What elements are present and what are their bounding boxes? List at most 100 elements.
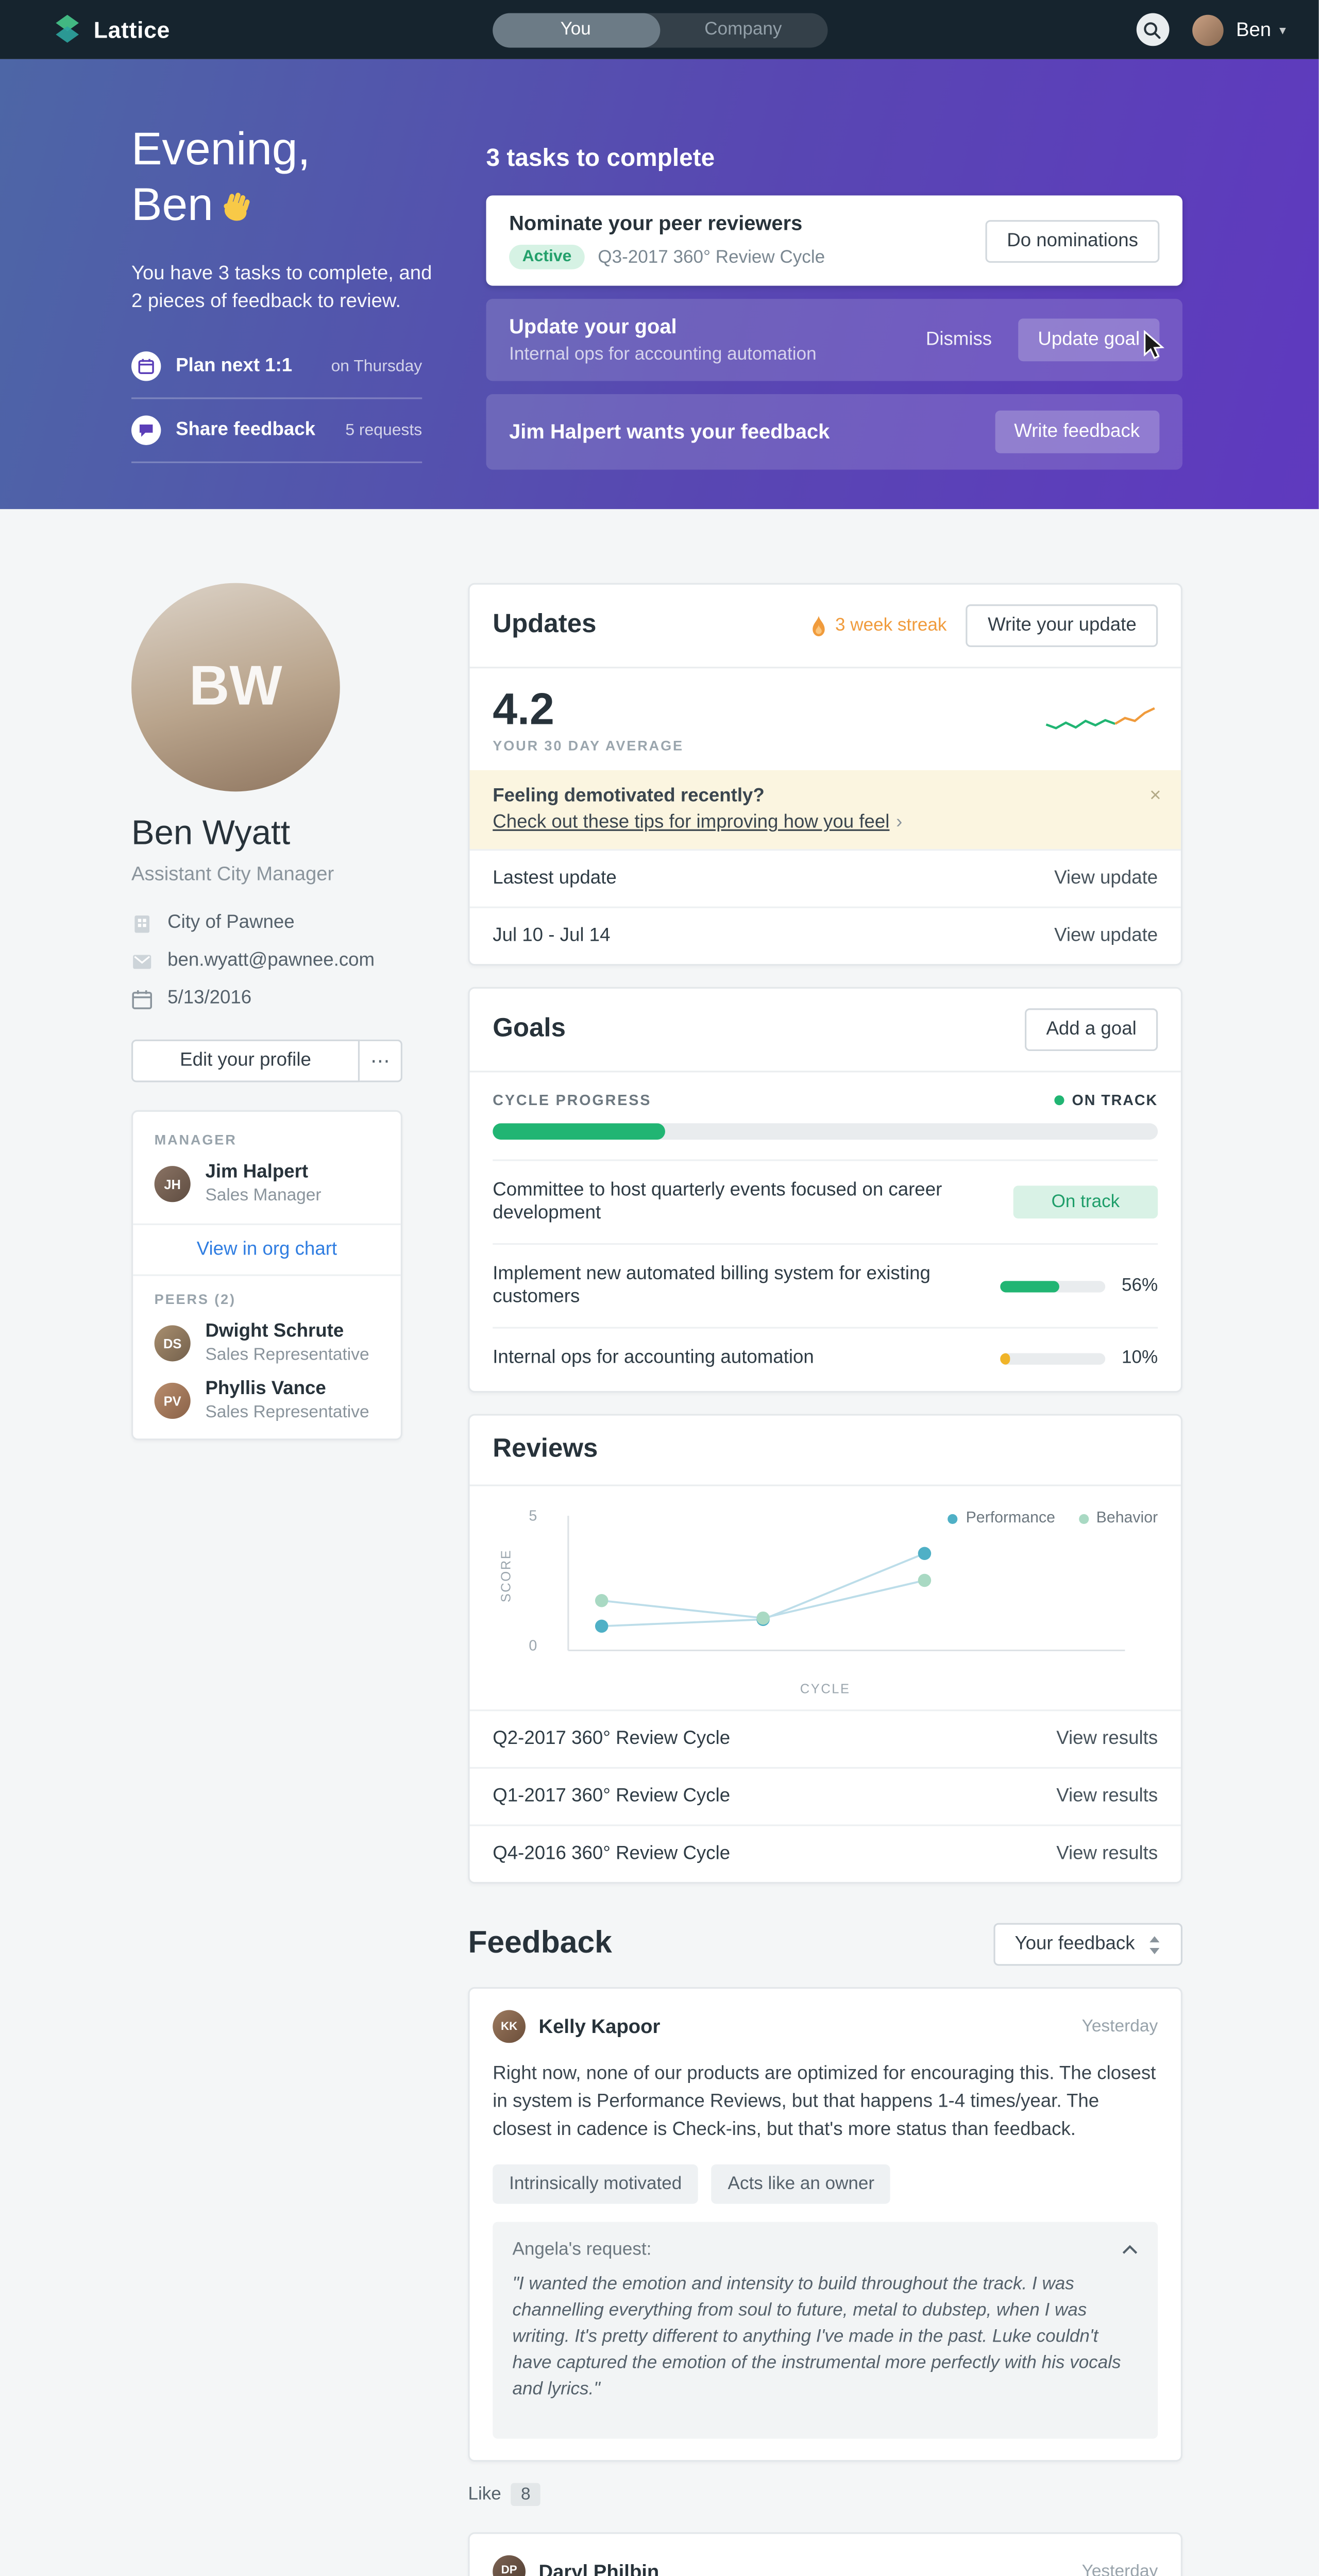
goal-row[interactable]: Internal ops for accounting automation 1… <box>493 1327 1158 1388</box>
update-row-label: Jul 10 - Jul 14 <box>493 926 611 946</box>
company-name: City of Pawnee <box>167 913 295 933</box>
dismiss-link[interactable]: Dismiss <box>925 330 992 350</box>
feedback-author: Daryl Philbin <box>538 2559 660 2576</box>
edit-profile-button[interactable]: Edit your profile <box>131 1039 360 1082</box>
greeting-line2: Ben <box>131 179 213 230</box>
view-org-chart-link[interactable]: View in org chart <box>133 1223 401 1276</box>
quick-link-plan-1on1[interactable]: Plan next 1:1 on Thursday <box>131 335 422 399</box>
goals-title: Goals <box>493 1014 566 1043</box>
x-axis-label: CYCLE <box>800 1682 851 1697</box>
y-tick-max: 5 <box>529 1507 537 1524</box>
score-sparkline-chart <box>1045 706 1155 729</box>
update-row: Lastest update View update <box>469 849 1181 907</box>
goal-text: Implement new automated billing system f… <box>493 1264 931 1308</box>
review-cycle-row: Q1-2017 360° Review Cycle View results <box>469 1767 1181 1825</box>
quick-link-share-feedback[interactable]: Share feedback 5 requests <box>131 399 422 463</box>
request-quote-box: Angela's request: "I wanted the emotion … <box>493 2221 1158 2438</box>
write-feedback-button[interactable]: Write feedback <box>994 410 1160 453</box>
hero-banner: Evening, Ben You have 3 tasks to complet… <box>0 59 1319 510</box>
close-icon[interactable]: × <box>1149 783 1161 807</box>
view-update-link[interactable]: View update <box>1054 926 1158 946</box>
start-date: 5/13/2016 <box>167 988 252 1009</box>
updates-title: Updates <box>493 611 597 639</box>
goal-progress-fill <box>1000 1280 1059 1292</box>
calendar-icon <box>131 987 155 1010</box>
add-goal-button[interactable]: Add a goal <box>1025 1008 1158 1051</box>
user-avatar[interactable] <box>1191 14 1223 45</box>
tips-link[interactable]: Check out these tips for improving how y… <box>493 813 1158 833</box>
user-name[interactable]: Ben <box>1236 18 1272 41</box>
feedback-filter-dropdown[interactable]: Your feedback <box>993 1923 1182 1966</box>
task-title: Update your goal <box>509 315 677 338</box>
goal-row[interactable]: Committee to host quarterly events focus… <box>493 1159 1158 1243</box>
person-title: Sales Representative <box>205 1402 369 1422</box>
manager-label: MANAGER <box>154 1131 237 1148</box>
view-update-link[interactable]: View update <box>1054 869 1158 889</box>
person-title: Sales Representative <box>205 1345 369 1365</box>
lattice-logo-icon[interactable] <box>54 14 80 44</box>
update-goal-button[interactable]: Update goal <box>1018 318 1160 362</box>
tab-company[interactable]: Company <box>704 20 782 40</box>
flame-icon <box>811 615 824 636</box>
peers-label: PEERS (2) <box>154 1291 236 1308</box>
cycle-progress-label: CYCLE PROGRESS <box>493 1092 652 1109</box>
calendar-icon <box>131 351 161 381</box>
quick-link-meta: 5 requests <box>345 421 422 439</box>
feedback-timestamp: Yesterday <box>1081 2561 1158 2576</box>
status-badge-active: Active <box>509 244 585 269</box>
like-button[interactable]: Like <box>468 2484 501 2504</box>
updates-card: Updates 3 week streak Write your update … <box>468 583 1182 966</box>
peer-row[interactable]: DS Dwight Schrute Sales Representative <box>154 1322 380 1365</box>
brand-name[interactable]: Lattice <box>93 16 171 43</box>
goal-percent: 10% <box>1121 1348 1158 1368</box>
request-label: Angela's request: <box>512 2239 652 2259</box>
legend-dot-performance <box>948 1513 958 1523</box>
request-quote-text: "I wanted the emotion and intensity to b… <box>512 2274 1121 2399</box>
streak-indicator: 3 week streak <box>809 615 946 636</box>
reviews-title: Reviews <box>493 1435 598 1464</box>
task-title: Jim Halpert wants your feedback <box>509 420 830 444</box>
view-results-link[interactable]: View results <box>1056 1844 1158 1864</box>
feedback-filter-label: Your feedback <box>1014 1934 1135 1955</box>
goal-text: Internal ops for accounting automation <box>493 1348 814 1368</box>
quick-link-label: Share feedback <box>176 420 316 440</box>
profile-job-title: Assistant City Manager <box>131 862 334 886</box>
mouse-cursor <box>1143 330 1166 370</box>
tab-you[interactable]: You <box>492 12 660 47</box>
profile-actions: Edit your profile ⋯ <box>131 1039 402 1082</box>
write-update-button[interactable]: Write your update <box>966 604 1158 647</box>
manager-row[interactable]: JH Jim Halpert Sales Manager <box>154 1162 380 1206</box>
view-results-link[interactable]: View results <box>1056 1787 1158 1807</box>
quick-link-label: Plan next 1:1 <box>176 356 293 376</box>
greeting-heading: Evening, Ben <box>131 122 422 238</box>
review-cycle-row: Q4-2016 360° Review Cycle View results <box>469 1824 1181 1882</box>
search-button[interactable] <box>1136 13 1169 46</box>
on-track-status: ON TRACK <box>1054 1092 1158 1109</box>
do-nominations-button[interactable]: Do nominations <box>985 219 1160 262</box>
view-results-link[interactable]: View results <box>1056 1729 1158 1749</box>
average-score-label: YOUR 30 DAY AVERAGE <box>493 737 684 754</box>
feedback-author: Kelly Kapoor <box>538 2015 661 2038</box>
feedback-card: KK Kelly Kapoor Yesterday Right now, non… <box>468 1987 1182 2461</box>
envelope-icon <box>131 949 155 972</box>
chevron-up-icon[interactable] <box>1122 2244 1138 2254</box>
peer-row[interactable]: PV Phyllis Vance Sales Representative <box>154 1380 380 1422</box>
legend-dot-behavior <box>1078 1513 1088 1523</box>
avatar: DP <box>493 2554 526 2576</box>
profile-initials: BW <box>189 655 282 718</box>
y-axis-label: SCORE <box>499 1549 514 1603</box>
date-row: 5/13/2016 <box>131 987 402 1010</box>
avatar-initials: PV <box>163 1393 181 1409</box>
you-company-toggle: You Company <box>492 12 827 47</box>
goal-row[interactable]: Implement new automated billing system f… <box>493 1243 1158 1327</box>
goal-progress-fill <box>1000 1352 1011 1364</box>
top-nav: Lattice You Company Ben ▾ <box>0 0 1319 59</box>
feedback-tag: Intrinsically motivated <box>493 2163 699 2204</box>
average-score: 4.2 <box>493 685 554 734</box>
goal-progress-bar <box>1000 1280 1106 1292</box>
streak-label: 3 week streak <box>835 616 947 636</box>
person-name: Jim Halpert <box>205 1162 309 1182</box>
goal-progress-bar <box>1000 1352 1106 1364</box>
goal-status-badge: On track <box>1013 1185 1158 1219</box>
more-options-button[interactable]: ⋯ <box>360 1039 402 1082</box>
